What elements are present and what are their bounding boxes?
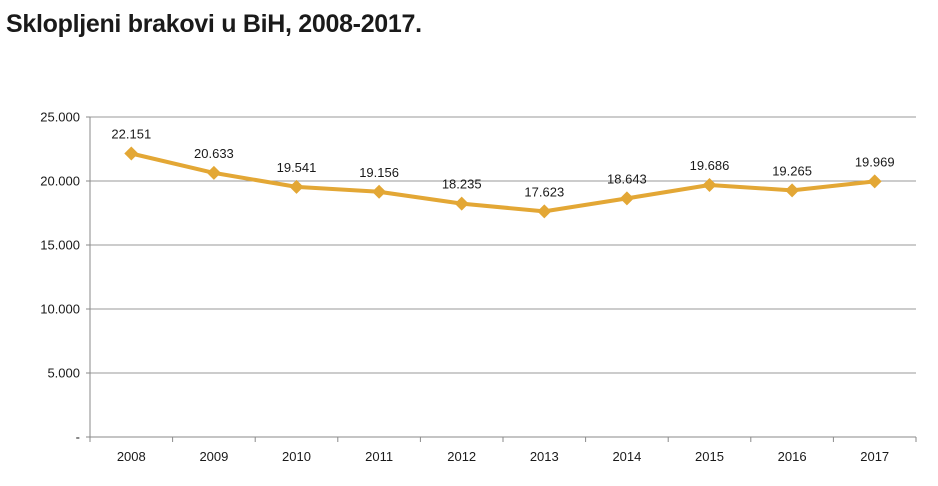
data-value-label: 19.265 — [772, 163, 812, 178]
data-value-label: 19.686 — [690, 158, 730, 173]
y-tick-label: 25.000 — [40, 110, 80, 125]
data-labels: 22.151 20.633 19.541 19.156 18.235 17.623 18.6… — [111, 126, 894, 199]
data-point-marker — [619, 191, 634, 206]
series-line-layer — [129, 151, 877, 214]
data-point-marker — [206, 165, 221, 180]
data-point-marker — [289, 179, 304, 194]
y-tick-label: 15.000 — [40, 238, 80, 253]
y-tick-label: 10.000 — [40, 302, 80, 317]
data-point-marker — [785, 183, 800, 198]
data-value-label: 19.969 — [855, 154, 895, 169]
x-tick-labels: 2008 2009 2010 2011 2012 2013 2014 2015 2016 2017 — [117, 449, 889, 464]
data-value-label: 19.156 — [359, 165, 399, 180]
data-value-label: 18.643 — [607, 171, 647, 186]
series-markers — [124, 146, 882, 219]
y-tick-label: - — [76, 430, 80, 445]
data-value-label: 17.623 — [524, 184, 564, 199]
x-tick-label: 2008 — [117, 449, 146, 464]
data-value-label: 18.235 — [442, 177, 482, 192]
x-tick-label: 2011 — [365, 449, 393, 464]
series-line — [129, 151, 877, 214]
data-value-label: 20.633 — [194, 146, 234, 161]
axes — [86, 116, 917, 442]
y-tick-labels: - 5.000 10.000 15.000 20.000 25.000 — [40, 110, 80, 445]
x-tick-label: 2016 — [778, 449, 807, 464]
data-value-label: 19.541 — [277, 160, 317, 175]
x-tick-label: 2012 — [447, 449, 476, 464]
data-point-marker — [454, 196, 469, 211]
data-point-marker — [867, 174, 882, 189]
x-tick-label: 2010 — [282, 449, 311, 464]
y-tick-label: 5.000 — [47, 366, 80, 381]
x-tick-label: 2009 — [199, 449, 228, 464]
data-value-label: 22.151 — [111, 126, 151, 141]
y-tick-label: 20.000 — [40, 174, 80, 189]
data-point-marker — [372, 184, 387, 199]
x-tick-label: 2014 — [612, 449, 641, 464]
data-point-marker — [124, 146, 139, 161]
x-tick-label: 2017 — [860, 449, 889, 464]
x-tick-label: 2015 — [695, 449, 724, 464]
gridlines — [90, 116, 916, 374]
data-point-marker — [537, 204, 552, 219]
data-point-marker — [702, 178, 717, 193]
x-tick-label: 2013 — [530, 449, 559, 464]
chart-title: Sklopljeni brakovi u BiH, 2008-2017. — [6, 10, 422, 38]
